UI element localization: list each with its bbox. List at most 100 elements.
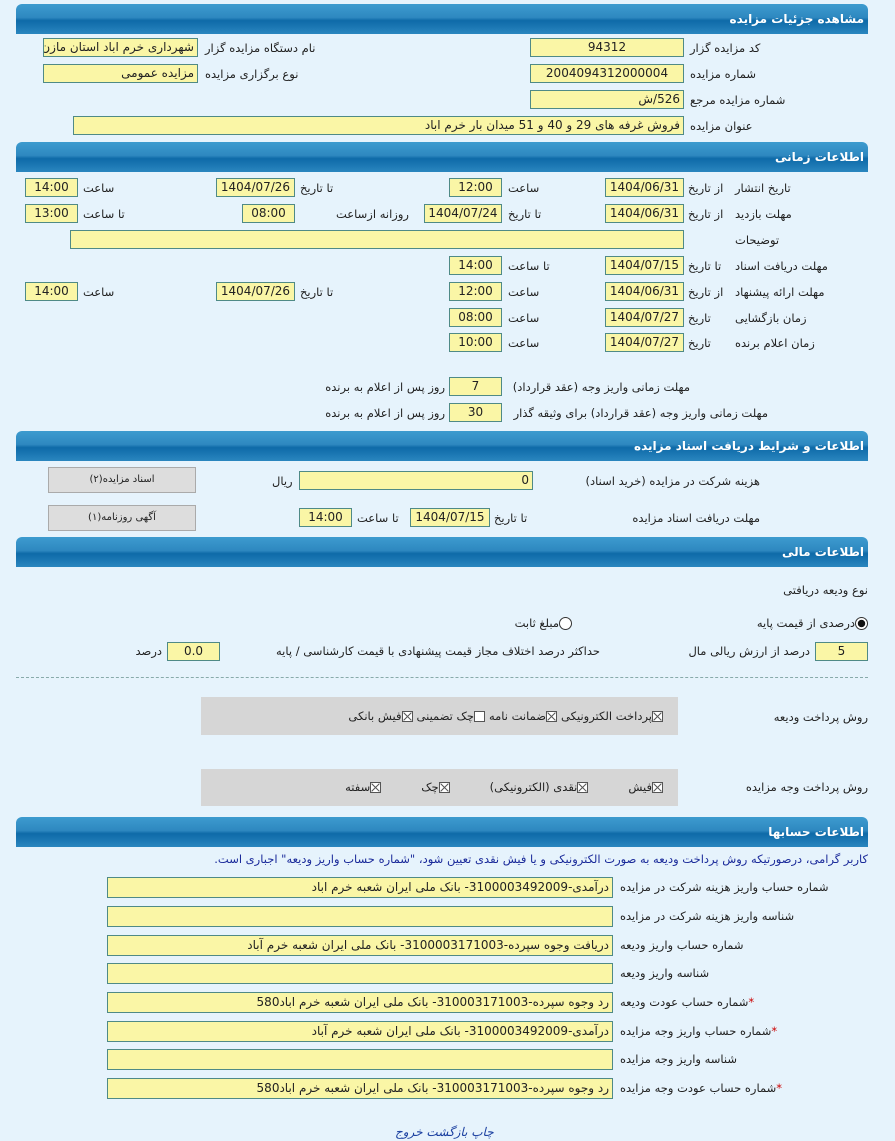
checkbox-icon[interactable]	[473, 711, 485, 722]
title-field[interactable]: فروش غرفه های 29 و 40 و 51 میدان بار خرم…	[73, 116, 684, 135]
publish-to-time[interactable]: 14:00	[25, 178, 78, 197]
print-link[interactable]: چاپ	[471, 1125, 494, 1139]
deposit_method-option[interactable]: پرداخت الکترونیکی	[561, 709, 663, 723]
deposit-type-label: نوع ودیعه دریافتی	[783, 583, 868, 597]
section-header-time: اطلاعات زمانی	[16, 142, 868, 172]
payment_method-option[interactable]: چک	[421, 780, 450, 794]
docs-to-date[interactable]: 1404/07/15	[605, 256, 684, 275]
percent-field[interactable]: 5	[815, 642, 868, 661]
account-field[interactable]	[107, 963, 613, 984]
org-label: نام دستگاه مزایده گزار	[205, 41, 316, 55]
offer-from-time[interactable]: 12:00	[449, 282, 502, 301]
docs-deadline-time[interactable]: 14:00	[299, 508, 352, 527]
checkbox-icon[interactable]	[652, 782, 663, 793]
checkbox-icon[interactable]	[546, 711, 558, 722]
docs-button[interactable]: اسناد مزایده(۲)	[48, 467, 196, 493]
checkbox-icon[interactable]	[577, 782, 589, 793]
visit-from-date[interactable]: 1404/06/31	[605, 204, 684, 223]
to-date-label: تا تاریخ	[300, 181, 334, 195]
number-field[interactable]: 2004094312000004	[530, 64, 684, 83]
type-field[interactable]: مزایده عمومی	[43, 64, 198, 83]
checkbox-icon[interactable]	[370, 782, 382, 793]
docs-deadline-label: مهلت دریافت اسناد مزایده	[632, 511, 760, 525]
from-date-label: از تاریخ	[688, 285, 724, 299]
publish-from-date[interactable]: 1404/06/31	[605, 178, 684, 197]
open-label: زمان بازگشایی	[735, 311, 807, 325]
org-field[interactable]: شهرداری خرم اباد استان مازن	[43, 38, 198, 57]
offer-to-time[interactable]: 14:00	[25, 282, 78, 301]
required-marker: *	[748, 995, 755, 1009]
account-field[interactable]	[107, 1049, 613, 1070]
payment_method-option[interactable]: نقدی (الکترونیکی)	[490, 780, 589, 794]
docs-to-time[interactable]: 14:00	[449, 256, 502, 275]
max-diff-field[interactable]: 0.0	[167, 642, 220, 661]
payment_method-option[interactable]: سفته	[345, 780, 382, 794]
hour-label: ساعت	[83, 181, 115, 195]
account-field[interactable]	[107, 906, 613, 927]
open-time[interactable]: 08:00	[449, 308, 502, 327]
deposit_method-option[interactable]: چک تضمینی	[417, 709, 485, 723]
offer-from-date[interactable]: 1404/06/31	[605, 282, 684, 301]
daily-from-label: روزانه ازساعت	[336, 207, 409, 221]
checkbox-icon[interactable]	[438, 782, 450, 793]
to-hour-label: تا ساعت	[357, 511, 399, 525]
publish-to-date[interactable]: 1404/07/26	[216, 178, 295, 197]
publish-from-time[interactable]: 12:00	[449, 178, 502, 197]
deposit_method-option[interactable]: فیش بانکی	[348, 709, 413, 723]
checkbox-icon[interactable]	[401, 711, 413, 722]
winner-date[interactable]: 1404/07/27	[605, 333, 684, 352]
radio-unselected-icon[interactable]	[559, 617, 572, 630]
account-field[interactable]: رد وجوه سپرده-310003171003- بانک ملی ایر…	[107, 992, 613, 1013]
deposit-methods-box: پرداخت الکترونیکی ضمانت نامه چک تضمینی فیش …	[201, 697, 678, 735]
code-field[interactable]: 94312	[530, 38, 684, 57]
newspaper-ad-button[interactable]: آگهی روزنامه(۱)	[48, 505, 196, 531]
radio-fixed[interactable]: مبلغ ثابت	[515, 616, 572, 630]
desc-field[interactable]	[70, 230, 684, 249]
payment-methods-box: فیش نقدی (الکترونیکی) چک سفته	[201, 769, 678, 806]
account-label: *شماره حساب واریز وجه مزایده	[620, 1022, 777, 1041]
max-diff-unit: درصد	[135, 644, 162, 658]
exit-link[interactable]: خروج	[395, 1125, 423, 1139]
title-label: عنوان مزایده	[690, 119, 753, 133]
ref-field[interactable]: 526/ش	[530, 90, 684, 109]
pay1-label: مهلت زمانی واریز وجه (عقد قرارداد)	[512, 380, 690, 394]
radio-label: درصدی از قیمت پایه	[756, 616, 855, 630]
winner-time[interactable]: 10:00	[449, 333, 502, 352]
to-hour-label: تا ساعت	[83, 207, 125, 221]
max-diff-label: حداکثر درصد اختلاف مجاز قیمت پیشنهادی با…	[275, 644, 600, 658]
deposit_method-option[interactable]: ضمانت نامه	[489, 709, 558, 723]
deposit-method-label: روش پرداخت ودیعه	[773, 710, 868, 724]
radio-percent[interactable]: درصدی از قیمت پایه	[757, 616, 868, 630]
fee-field[interactable]: 0	[299, 471, 533, 490]
section-title: اطلاعات مالی	[781, 545, 864, 559]
label-text: شماره حساب واریز وجه مزایده	[620, 1024, 772, 1038]
pay1-days[interactable]: 7	[449, 377, 502, 396]
option-label: فیش بانکی	[348, 709, 402, 723]
account-label: *شماره حساب عودت وجه مزایده	[620, 1079, 782, 1098]
account-field[interactable]: درآمدی-3100003492009- بانک ملی ایران شعب…	[107, 1021, 613, 1042]
account-field[interactable]: درآمدی-3100003492009- بانک ملی ایران شعب…	[107, 877, 613, 898]
pay2-suffix: روز پس از اعلام به برنده	[325, 406, 445, 420]
offer-to-date[interactable]: 1404/07/26	[216, 282, 295, 301]
docs-deadline-date[interactable]: 1404/07/15	[410, 508, 490, 527]
account-field[interactable]: دریافت وجوه سپرده-3100003171003- بانک مل…	[107, 935, 613, 956]
required-marker: *	[771, 1024, 778, 1038]
pay2-days[interactable]: 30	[449, 403, 502, 422]
payment-methods: فیش نقدی (الکترونیکی) چک سفته	[305, 780, 663, 794]
payment_method-option[interactable]: فیش	[628, 780, 663, 794]
divider	[16, 677, 868, 678]
visit-to-date[interactable]: 1404/07/24	[424, 204, 502, 223]
option-label: سفته	[345, 780, 371, 794]
account-field[interactable]: رد وجوه سپرده-310003171003- بانک ملی ایر…	[107, 1078, 613, 1099]
radio-selected-icon[interactable]	[855, 617, 868, 630]
visit-label: مهلت بازدید	[735, 207, 792, 221]
visit-to-time[interactable]: 13:00	[25, 204, 78, 223]
visit-daily-time[interactable]: 08:00	[242, 204, 295, 223]
ref-label: شماره مزایده مرجع	[690, 93, 786, 107]
section-header-accounts: اطلاعات حسابها	[16, 817, 868, 847]
back-link[interactable]: بازگشت	[426, 1125, 468, 1139]
account-label: شماره حساب واریز ودیعه	[620, 936, 743, 955]
checkbox-icon[interactable]	[652, 711, 663, 722]
open-date[interactable]: 1404/07/27	[605, 308, 684, 327]
